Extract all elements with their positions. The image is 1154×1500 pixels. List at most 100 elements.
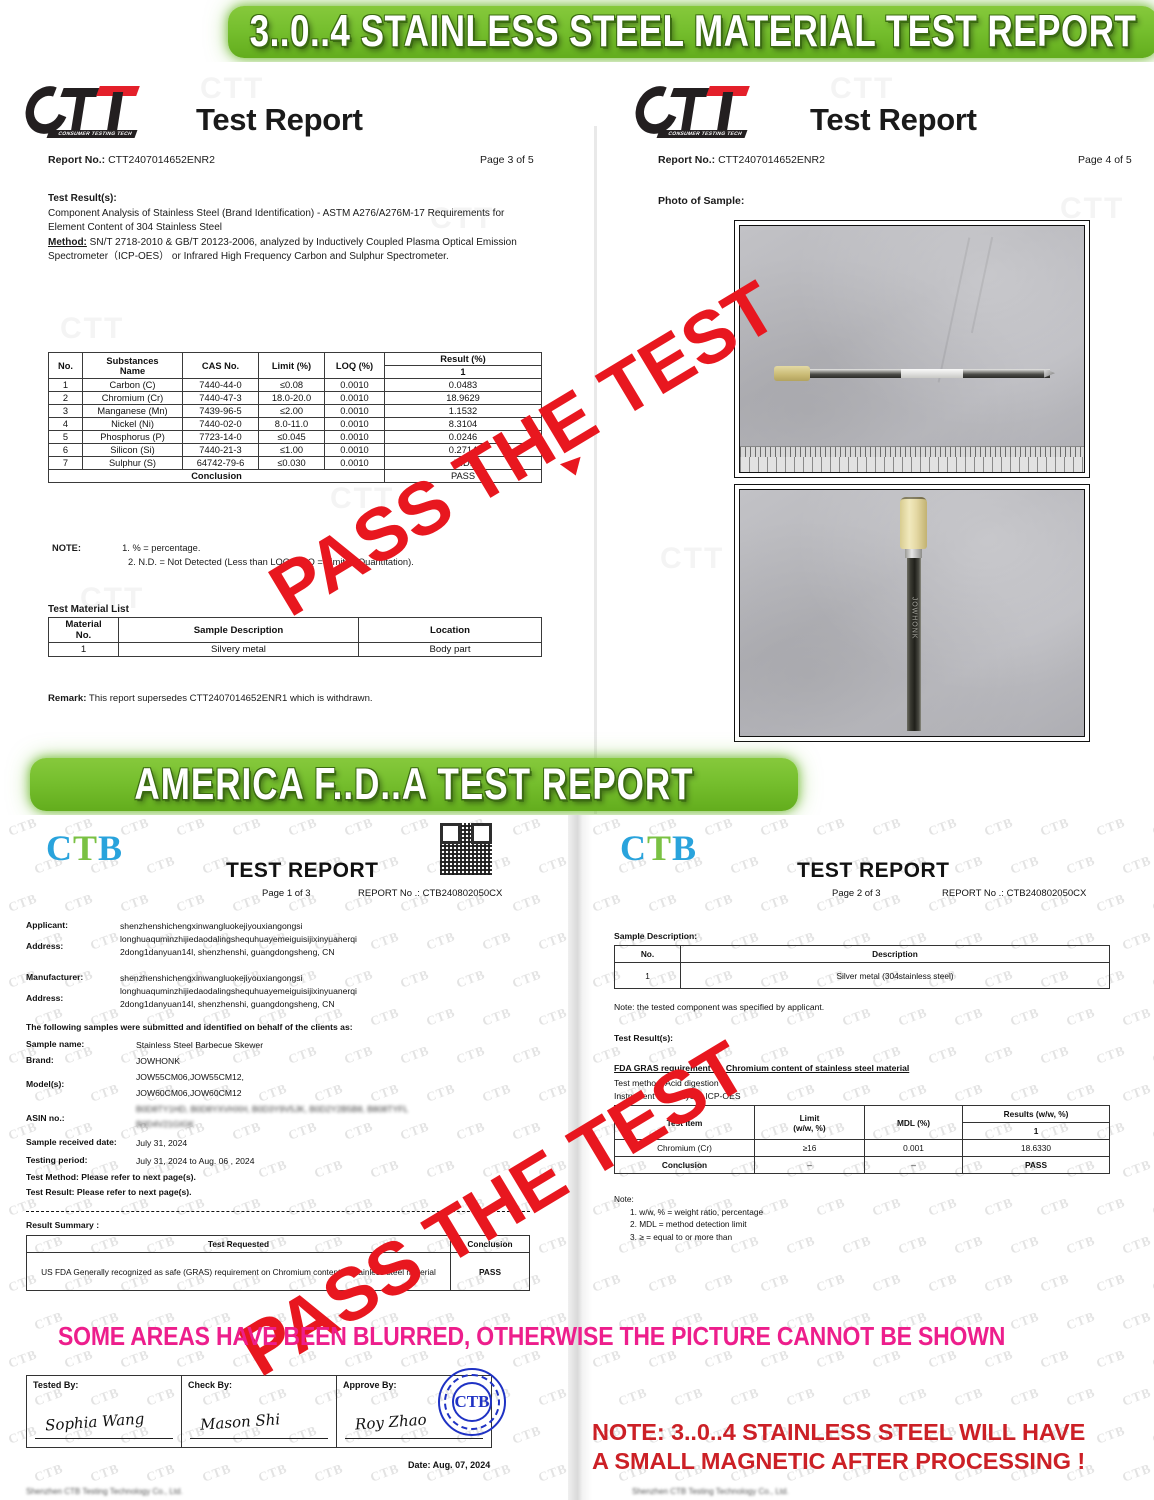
watermark-text: CTB	[672, 1384, 706, 1409]
signature-cell: Check By: Mason Shi	[181, 1375, 337, 1448]
banner-fda-text: AMERICA F..D..A TEST REPORT	[134, 758, 694, 809]
th-cas: CAS No.	[182, 352, 259, 379]
ctt-watermark: CTT	[330, 482, 395, 515]
watermark-text: CTB	[536, 928, 568, 953]
magnetic-note-line-1: NOTE: 3..0..4 STAINLESS STEEL WILL HAVE	[592, 1419, 1086, 1445]
watermark-text: CTB	[144, 852, 178, 877]
note-label: Note:	[614, 1194, 634, 1204]
watermark-text: CTB	[896, 1004, 930, 1029]
watermark-text: CTB	[1094, 815, 1128, 839]
watermark-text: CTB	[1120, 928, 1154, 953]
th-results-sub: 1	[962, 1122, 1110, 1140]
th-sample-desc: Sample Description	[118, 617, 359, 643]
received-date-label: Sample received date:	[26, 1137, 117, 1147]
watermark-text: CTB	[814, 1194, 848, 1219]
watermark-text: CTB	[1094, 890, 1128, 915]
th-material-no: Material No.	[48, 617, 119, 643]
sample-description-heading: Sample Description:	[614, 931, 698, 941]
table-row: 1 Silvery metal Body part	[48, 642, 542, 657]
watermark-text: CTB	[926, 1270, 960, 1295]
watermark-text: CTB	[286, 815, 320, 839]
received-date-value: July 31, 2024	[136, 1138, 188, 1148]
watermark-text: CTB	[32, 1460, 66, 1485]
table-row: 6 Silicon (Si) 7440-21-3 ≤1.00 0.0010 0.2714	[48, 443, 542, 457]
page-title: Test Report	[196, 102, 363, 137]
watermark-text: CTB	[8, 1346, 40, 1371]
ctb-report-page1: CTB CTB CTB CTB CTB CTB CTB CTB CTB CTB CTB CTB CTB C…	[8, 815, 568, 1500]
th-result-sub: 1	[384, 365, 542, 379]
watermark-text: CTB	[368, 1460, 402, 1485]
watermark-text: CTB	[342, 1194, 376, 1219]
watermark-text: CTB	[702, 1270, 736, 1295]
watermark-text: CTB	[424, 1080, 458, 1105]
watermark-text: CTB	[398, 1194, 432, 1219]
qr-code	[440, 823, 492, 875]
watermark-text: CTB	[510, 1422, 544, 1447]
page-indicator: Page 4 of 5	[1078, 154, 1132, 166]
remark-text: This report supersedes CTT2407014652ENR1…	[88, 693, 373, 704]
watermark-text: CTB	[952, 1232, 986, 1257]
watermark-text: CTB	[342, 1042, 376, 1067]
th-mdl: MDL (%)	[864, 1105, 963, 1140]
watermark-text: CTB	[510, 1042, 544, 1067]
watermark-text: CTB	[62, 1194, 96, 1219]
watermark-text: CTB	[1064, 1308, 1098, 1333]
th-loq: LOQ (%)	[324, 352, 385, 379]
skewer-brand-text: JOWHONK	[910, 597, 917, 640]
th-location: Location	[358, 617, 542, 643]
address-label: Address:	[26, 941, 64, 951]
watermark-text: CTB	[646, 1270, 680, 1295]
watermark-text: CTB	[1120, 1232, 1154, 1257]
table-row: 4 Nickel (Ni) 7440-02-0 8.0-11.0 0.0010 8.310…	[48, 417, 542, 431]
fda-gras-heading: FDA GRAS requirement on Chromium content…	[614, 1063, 910, 1073]
watermark-text: CTB	[424, 1156, 458, 1181]
ctb-approval-stamp: CTB	[438, 1368, 506, 1436]
watermark-text: CTB	[728, 1384, 762, 1409]
signature-name: Mason Shi	[199, 1410, 281, 1434]
note-label: NOTE:	[52, 543, 81, 553]
th-limit: Limit (w/w, %)	[754, 1105, 865, 1140]
test-results-heading: Test Result(s):	[48, 193, 117, 204]
watermark-text: CTB	[118, 890, 152, 915]
watermark-text: CTB	[174, 890, 208, 915]
watermark-text: CTB	[758, 1270, 792, 1295]
component-analysis-table: No. Substances Name CAS No. Limit (%) LOQ (%)…	[48, 352, 542, 483]
note-block: NOTE: 1. % = percentage. 2. N.D. = Not D…	[52, 541, 414, 569]
report-no-value: CTT2407014652ENR2	[108, 154, 215, 166]
conclusion-label: Conclusion	[48, 469, 385, 483]
ctt-watermark: CTT	[80, 582, 145, 615]
signature-cell: Tested By: Sophia Wang	[26, 1375, 182, 1448]
watermark-text: CTB	[1120, 1080, 1154, 1105]
ctb-logo-b: B	[672, 828, 698, 868]
submitted-line: The following samples were submitted and…	[26, 1022, 353, 1032]
photo-of-sample-label: Photo of Sample:	[658, 195, 745, 207]
ctt-watermark: CTT	[660, 542, 725, 575]
th-substance: Substances Name	[82, 352, 183, 379]
test-result-line: Test Result: Please refer to next page(s…	[26, 1187, 192, 1197]
ctb-report-page2: CTB CTB CTB CTB CTB CTB CTB CTB CTB CTB CTB CTB CTB C…	[592, 815, 1154, 1500]
th-conclusion: Conclusion	[450, 1235, 530, 1253]
note-item-1: 1. % = percentage.	[122, 543, 201, 553]
watermark-text: CTB	[1064, 1080, 1098, 1105]
watermark-text: CTB	[312, 1080, 346, 1105]
watermark-text: CTB	[728, 852, 762, 877]
watermark-text: CTB	[510, 1194, 544, 1219]
models-line-2: JOW60CM06,JOW60CM12	[136, 1088, 242, 1098]
sample-photo-horizontal	[734, 220, 1090, 478]
ctb-logo-t: T	[647, 828, 673, 868]
report-no-label: Report No.:	[48, 154, 106, 166]
ctt-watermark: CTT	[200, 72, 265, 105]
note-item-1: 1. w/w, % = weight ratio, percentage	[630, 1206, 764, 1217]
table-row: 1 Carbon (C) 7440-44-0 ≤0.08 0.0010 0.0483	[48, 378, 542, 392]
sample-name-label: Sample name:	[26, 1039, 85, 1049]
watermark-text: CTB	[454, 1194, 488, 1219]
watermark-text: CTB	[398, 1118, 432, 1143]
watermark-text: CTB	[454, 1042, 488, 1067]
watermark-text: CTB	[814, 1270, 848, 1295]
watermark-text: CTB	[870, 815, 904, 839]
page-indicator: Page 2 of 3	[832, 888, 881, 899]
th-test-requested: Test Requested	[26, 1235, 451, 1253]
skewer-vertical: JOWHONK	[898, 497, 929, 732]
watermark-text: CTB	[1120, 852, 1154, 877]
watermark-text: CTB	[1008, 852, 1042, 877]
